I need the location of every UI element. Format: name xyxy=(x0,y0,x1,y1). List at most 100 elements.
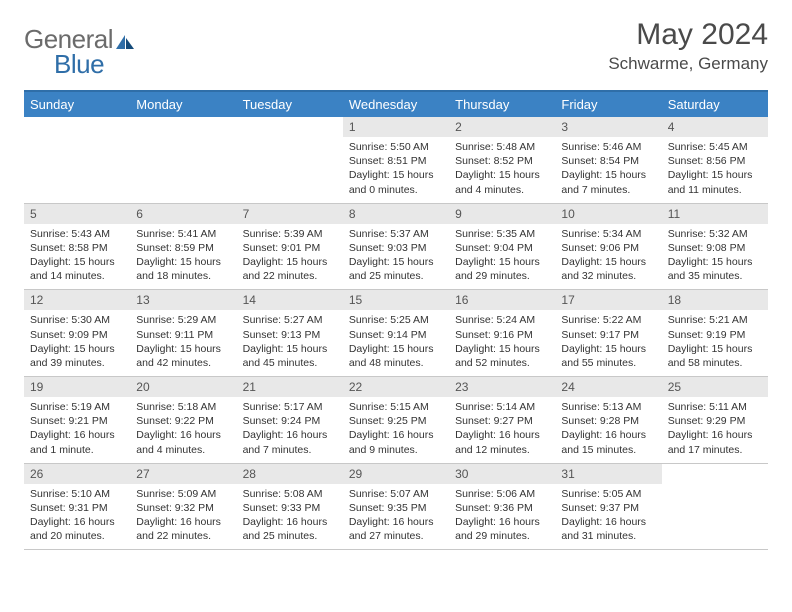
calendar-day-cell: 2Sunrise: 5:48 AMSunset: 8:52 PMDaylight… xyxy=(449,117,555,203)
calendar-day-cell: 9Sunrise: 5:35 AMSunset: 9:04 PMDaylight… xyxy=(449,203,555,290)
calendar-day-cell: 11Sunrise: 5:32 AMSunset: 9:08 PMDayligh… xyxy=(662,203,768,290)
calendar-day-cell: 29Sunrise: 5:07 AMSunset: 9:35 PMDayligh… xyxy=(343,463,449,550)
header: GeneralBlue May 2024 Schwarme, Germany xyxy=(24,18,768,80)
weekday-header: Thursday xyxy=(449,91,555,117)
calendar-day-cell xyxy=(130,117,236,203)
calendar-day-cell: 1Sunrise: 5:50 AMSunset: 8:51 PMDaylight… xyxy=(343,117,449,203)
calendar-day-cell: 15Sunrise: 5:25 AMSunset: 9:14 PMDayligh… xyxy=(343,290,449,377)
calendar-day-cell: 4Sunrise: 5:45 AMSunset: 8:56 PMDaylight… xyxy=(662,117,768,203)
calendar-day-cell: 23Sunrise: 5:14 AMSunset: 9:27 PMDayligh… xyxy=(449,377,555,464)
day-number: 25 xyxy=(662,377,768,397)
calendar-day-cell xyxy=(237,117,343,203)
weekday-header: Friday xyxy=(555,91,661,117)
calendar-day-cell: 27Sunrise: 5:09 AMSunset: 9:32 PMDayligh… xyxy=(130,463,236,550)
day-details: Sunrise: 5:34 AMSunset: 9:06 PMDaylight:… xyxy=(555,224,661,290)
calendar-day-cell xyxy=(662,463,768,550)
calendar-day-cell: 5Sunrise: 5:43 AMSunset: 8:58 PMDaylight… xyxy=(24,203,130,290)
day-details: Sunrise: 5:05 AMSunset: 9:37 PMDaylight:… xyxy=(555,484,661,550)
day-number: 8 xyxy=(343,204,449,224)
day-number: 21 xyxy=(237,377,343,397)
day-number: 19 xyxy=(24,377,130,397)
calendar-day-cell: 7Sunrise: 5:39 AMSunset: 9:01 PMDaylight… xyxy=(237,203,343,290)
calendar-week-row: 26Sunrise: 5:10 AMSunset: 9:31 PMDayligh… xyxy=(24,463,768,550)
day-details: Sunrise: 5:18 AMSunset: 9:22 PMDaylight:… xyxy=(130,397,236,463)
weekday-header: Sunday xyxy=(24,91,130,117)
day-number: 18 xyxy=(662,290,768,310)
calendar-day-cell: 28Sunrise: 5:08 AMSunset: 9:33 PMDayligh… xyxy=(237,463,343,550)
calendar-day-cell: 14Sunrise: 5:27 AMSunset: 9:13 PMDayligh… xyxy=(237,290,343,377)
calendar-day-cell: 24Sunrise: 5:13 AMSunset: 9:28 PMDayligh… xyxy=(555,377,661,464)
day-details: Sunrise: 5:17 AMSunset: 9:24 PMDaylight:… xyxy=(237,397,343,463)
weekday-header: Wednesday xyxy=(343,91,449,117)
day-number: 2 xyxy=(449,117,555,137)
sail-icon xyxy=(114,33,136,51)
month-title: May 2024 xyxy=(608,18,768,52)
calendar-day-cell: 25Sunrise: 5:11 AMSunset: 9:29 PMDayligh… xyxy=(662,377,768,464)
day-number: 14 xyxy=(237,290,343,310)
day-details: Sunrise: 5:24 AMSunset: 9:16 PMDaylight:… xyxy=(449,310,555,376)
calendar-day-cell: 17Sunrise: 5:22 AMSunset: 9:17 PMDayligh… xyxy=(555,290,661,377)
calendar-day-cell: 31Sunrise: 5:05 AMSunset: 9:37 PMDayligh… xyxy=(555,463,661,550)
calendar-page: GeneralBlue May 2024 Schwarme, Germany S… xyxy=(0,0,792,568)
logo-text-blue: Blue xyxy=(54,49,104,79)
logo: GeneralBlue xyxy=(24,18,136,80)
day-details: Sunrise: 5:45 AMSunset: 8:56 PMDaylight:… xyxy=(662,137,768,203)
day-number: 7 xyxy=(237,204,343,224)
calendar-week-row: 1Sunrise: 5:50 AMSunset: 8:51 PMDaylight… xyxy=(24,117,768,203)
day-details: Sunrise: 5:41 AMSunset: 8:59 PMDaylight:… xyxy=(130,224,236,290)
day-details: Sunrise: 5:32 AMSunset: 9:08 PMDaylight:… xyxy=(662,224,768,290)
day-number: 6 xyxy=(130,204,236,224)
day-number: 16 xyxy=(449,290,555,310)
calendar-day-cell: 18Sunrise: 5:21 AMSunset: 9:19 PMDayligh… xyxy=(662,290,768,377)
day-details: Sunrise: 5:46 AMSunset: 8:54 PMDaylight:… xyxy=(555,137,661,203)
weekday-header-row: Sunday Monday Tuesday Wednesday Thursday… xyxy=(24,91,768,117)
calendar-day-cell: 30Sunrise: 5:06 AMSunset: 9:36 PMDayligh… xyxy=(449,463,555,550)
day-number: 3 xyxy=(555,117,661,137)
day-number: 24 xyxy=(555,377,661,397)
day-number: 26 xyxy=(24,464,130,484)
calendar-day-cell: 10Sunrise: 5:34 AMSunset: 9:06 PMDayligh… xyxy=(555,203,661,290)
day-number: 27 xyxy=(130,464,236,484)
calendar-day-cell: 8Sunrise: 5:37 AMSunset: 9:03 PMDaylight… xyxy=(343,203,449,290)
day-number: 11 xyxy=(662,204,768,224)
day-number: 17 xyxy=(555,290,661,310)
calendar-day-cell: 22Sunrise: 5:15 AMSunset: 9:25 PMDayligh… xyxy=(343,377,449,464)
calendar-table: Sunday Monday Tuesday Wednesday Thursday… xyxy=(24,90,768,550)
calendar-day-cell: 16Sunrise: 5:24 AMSunset: 9:16 PMDayligh… xyxy=(449,290,555,377)
day-number: 29 xyxy=(343,464,449,484)
day-number: 15 xyxy=(343,290,449,310)
day-number: 22 xyxy=(343,377,449,397)
day-number: 9 xyxy=(449,204,555,224)
day-details: Sunrise: 5:25 AMSunset: 9:14 PMDaylight:… xyxy=(343,310,449,376)
weekday-header: Monday xyxy=(130,91,236,117)
location-subtitle: Schwarme, Germany xyxy=(608,54,768,74)
day-details: Sunrise: 5:11 AMSunset: 9:29 PMDaylight:… xyxy=(662,397,768,463)
day-details: Sunrise: 5:21 AMSunset: 9:19 PMDaylight:… xyxy=(662,310,768,376)
day-number: 30 xyxy=(449,464,555,484)
day-details: Sunrise: 5:07 AMSunset: 9:35 PMDaylight:… xyxy=(343,484,449,550)
calendar-day-cell: 13Sunrise: 5:29 AMSunset: 9:11 PMDayligh… xyxy=(130,290,236,377)
calendar-day-cell: 12Sunrise: 5:30 AMSunset: 9:09 PMDayligh… xyxy=(24,290,130,377)
calendar-week-row: 19Sunrise: 5:19 AMSunset: 9:21 PMDayligh… xyxy=(24,377,768,464)
day-details: Sunrise: 5:19 AMSunset: 9:21 PMDaylight:… xyxy=(24,397,130,463)
day-details: Sunrise: 5:29 AMSunset: 9:11 PMDaylight:… xyxy=(130,310,236,376)
day-number: 13 xyxy=(130,290,236,310)
calendar-day-cell: 20Sunrise: 5:18 AMSunset: 9:22 PMDayligh… xyxy=(130,377,236,464)
calendar-day-cell xyxy=(24,117,130,203)
day-number: 4 xyxy=(662,117,768,137)
day-number: 12 xyxy=(24,290,130,310)
day-details: Sunrise: 5:06 AMSunset: 9:36 PMDaylight:… xyxy=(449,484,555,550)
day-number: 5 xyxy=(24,204,130,224)
day-number: 20 xyxy=(130,377,236,397)
title-block: May 2024 Schwarme, Germany xyxy=(608,18,768,74)
day-details: Sunrise: 5:43 AMSunset: 8:58 PMDaylight:… xyxy=(24,224,130,290)
calendar-day-cell: 6Sunrise: 5:41 AMSunset: 8:59 PMDaylight… xyxy=(130,203,236,290)
day-details: Sunrise: 5:09 AMSunset: 9:32 PMDaylight:… xyxy=(130,484,236,550)
calendar-day-cell: 21Sunrise: 5:17 AMSunset: 9:24 PMDayligh… xyxy=(237,377,343,464)
calendar-week-row: 12Sunrise: 5:30 AMSunset: 9:09 PMDayligh… xyxy=(24,290,768,377)
weekday-header: Saturday xyxy=(662,91,768,117)
day-number: 31 xyxy=(555,464,661,484)
day-details: Sunrise: 5:30 AMSunset: 9:09 PMDaylight:… xyxy=(24,310,130,376)
day-number: 28 xyxy=(237,464,343,484)
calendar-day-cell: 3Sunrise: 5:46 AMSunset: 8:54 PMDaylight… xyxy=(555,117,661,203)
